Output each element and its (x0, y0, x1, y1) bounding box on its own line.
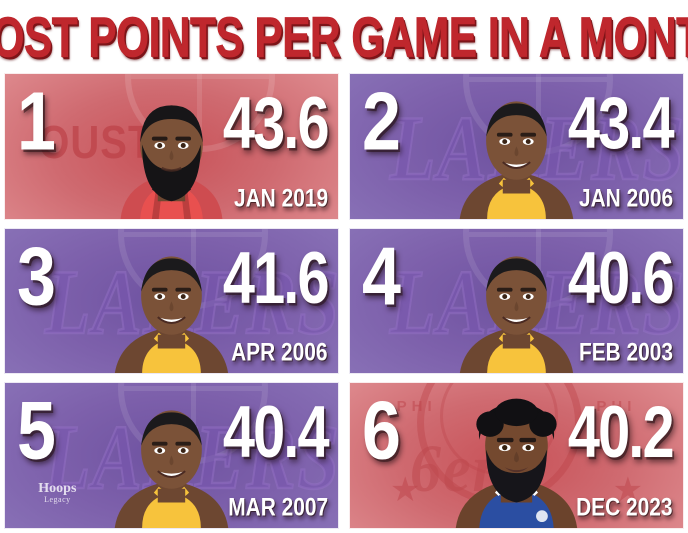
rank-card-4[interactable]: LAKERS 4 40.6 FEB 2003 (349, 227, 684, 375)
rank-card-2[interactable]: LAKERS 2 43.4 JAN 2006 (349, 73, 684, 220)
star-icon: ★ (389, 471, 421, 510)
hoops-legacy-watermark: Hoops Legacy (38, 480, 77, 505)
sixers-ring-icon (416, 383, 582, 505)
watermark-line-2: Legacy (44, 495, 71, 505)
sixers-inner-ring-icon (439, 383, 558, 476)
score-value: 43.4 (568, 83, 675, 165)
page-title: MOST POINTS PER GAME IN A MONTH (0, 4, 688, 69)
ranking-grid: OUST (0, 73, 688, 533)
title-bar: MOST POINTS PER GAME IN A MONTH (0, 0, 688, 73)
watermark-line-1: Hoops (38, 480, 77, 496)
rank-number: 2 (362, 75, 401, 168)
sixers-arc-left: PHI (396, 397, 437, 415)
score-value: 40.6 (568, 237, 675, 320)
score-value: 40.2 (568, 392, 675, 475)
rank-card-5[interactable]: LAKERS Hoops Legacy (4, 382, 339, 529)
date-label: JAN 2019 (233, 183, 328, 212)
team-watermark-text: 6ers (409, 431, 525, 507)
date-label: FEB 2003 (578, 337, 673, 367)
date-label: MAR 2007 (228, 492, 328, 522)
score-value: 40.4 (223, 392, 330, 475)
score-value: 41.6 (223, 237, 330, 320)
rank-number: 3 (17, 229, 56, 322)
rank-number: 5 (17, 384, 56, 477)
date-label: JAN 2006 (578, 183, 673, 212)
rank-number: 6 (362, 384, 401, 477)
rank-card-1[interactable]: OUST (4, 73, 339, 220)
date-label: DEC 2023 (576, 492, 673, 522)
rank-number: 1 (17, 75, 56, 168)
date-label: APR 2006 (231, 337, 328, 367)
rank-card-3[interactable]: LAKERS 3 41.6 APR 2006 (4, 227, 339, 375)
score-value: 43.6 (223, 83, 330, 165)
rank-number: 4 (362, 229, 401, 322)
rank-card-6[interactable]: ★ ★ PHI PHI 6ers (349, 382, 684, 529)
